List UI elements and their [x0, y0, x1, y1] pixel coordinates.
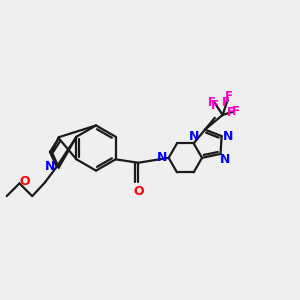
Text: F: F [231, 105, 239, 119]
Text: O: O [19, 175, 30, 188]
Text: N: N [220, 153, 231, 166]
Text: N: N [157, 152, 167, 164]
Text: F: F [222, 96, 230, 109]
Text: F: F [211, 99, 219, 112]
Text: F: F [226, 106, 235, 119]
Text: N: N [188, 130, 199, 143]
Text: N: N [45, 160, 55, 173]
Text: F: F [224, 90, 232, 103]
Text: N: N [223, 130, 234, 142]
Text: F: F [208, 96, 216, 109]
Text: O: O [133, 185, 143, 198]
